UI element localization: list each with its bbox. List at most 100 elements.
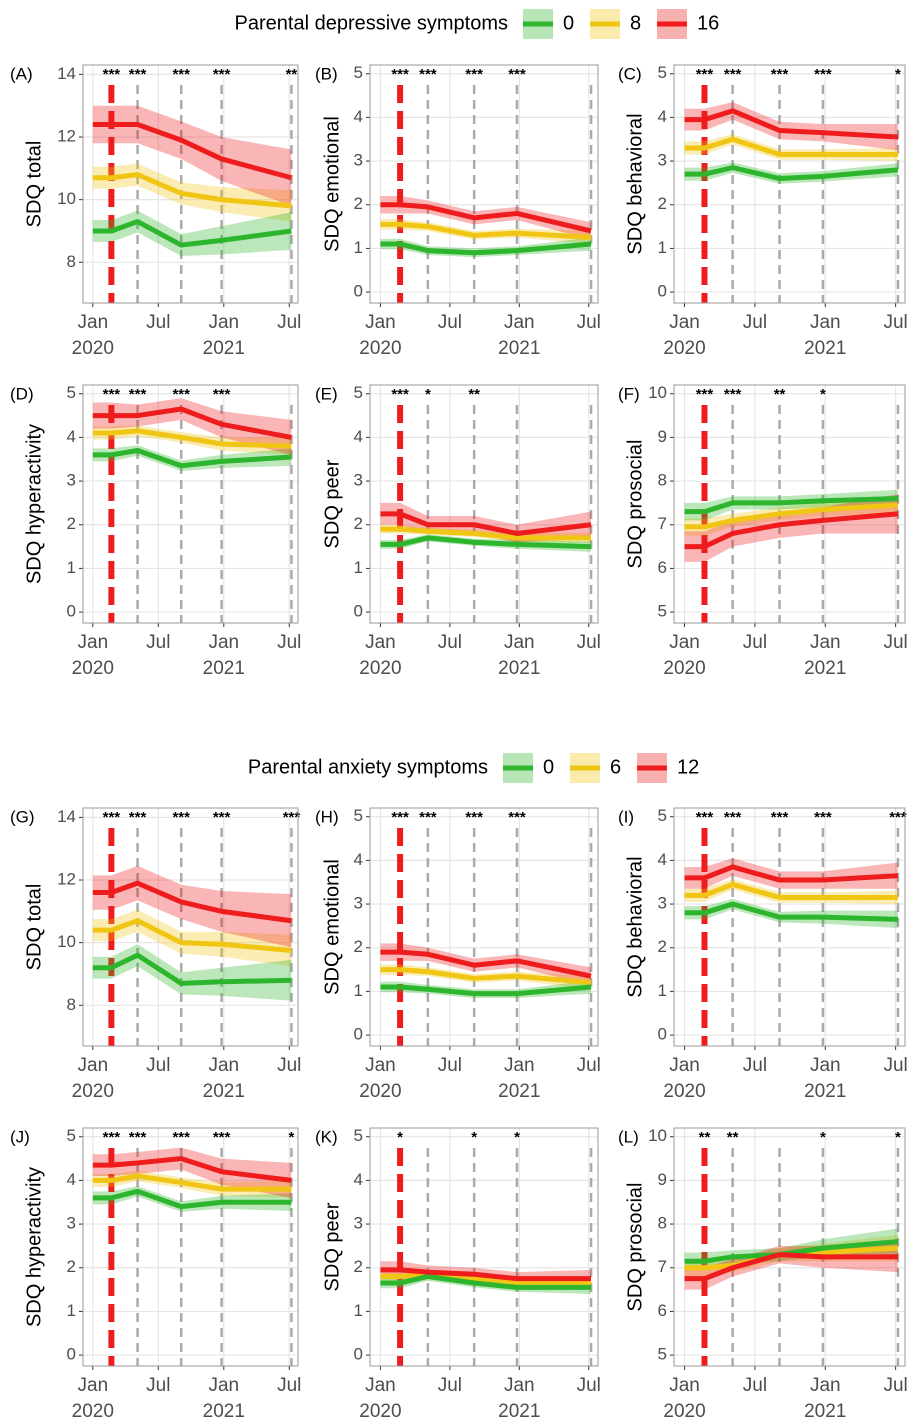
y-tick-label: 10 xyxy=(57,189,76,208)
series-line xyxy=(380,1267,592,1282)
x-tick-label: Jul xyxy=(438,632,462,653)
series-line xyxy=(684,502,899,530)
y-tick-label: 5 xyxy=(67,1126,76,1145)
significance: *** xyxy=(696,66,714,83)
x-tick-label: Jul xyxy=(743,312,767,333)
significance: *** xyxy=(724,66,742,83)
significance: *** xyxy=(172,1129,190,1146)
y-tick-label: 6 xyxy=(658,1301,667,1320)
y-axis-label: SDQ hyperactivity xyxy=(23,1167,45,1327)
y-tick-label: 4 xyxy=(354,107,363,126)
series-line xyxy=(380,984,592,997)
significance: ** xyxy=(774,386,786,403)
x-tick-label: Jul xyxy=(743,1055,767,1076)
series-line xyxy=(92,122,293,181)
year-label: 2020 xyxy=(359,658,401,679)
series-line xyxy=(380,1271,592,1286)
plot-area xyxy=(370,65,598,303)
x-tick-label: Jan xyxy=(810,632,841,653)
y-tick-label: 1 xyxy=(67,558,76,577)
y-tick-label: 5 xyxy=(658,1345,667,1364)
series-line xyxy=(380,949,592,979)
y-tick-label: 2 xyxy=(67,514,76,533)
significance: *** xyxy=(391,386,409,403)
x-tick-label: Jan xyxy=(810,1375,841,1396)
y-tick-label: 8 xyxy=(67,995,76,1014)
significance: ** xyxy=(468,386,480,403)
y-tick-label: 8 xyxy=(658,471,667,490)
year-label: 2020 xyxy=(359,1081,401,1102)
x-tick-label: Jan xyxy=(208,632,239,653)
x-tick-label: Jul xyxy=(438,1055,462,1076)
series-line xyxy=(380,535,592,550)
series-line xyxy=(92,172,292,209)
plot-border xyxy=(82,384,299,624)
series-line xyxy=(92,918,292,953)
significance: *** xyxy=(213,66,231,83)
y-axis-label: SDQ prosocial xyxy=(624,1183,646,1312)
significance: *** xyxy=(172,386,190,403)
significance: *** xyxy=(283,809,301,826)
y-tick-label: 0 xyxy=(67,602,76,621)
y-tick-label: 2 xyxy=(354,1257,363,1276)
significance: *** xyxy=(129,66,147,83)
series-line xyxy=(92,406,292,440)
y-tick-label: 4 xyxy=(354,427,363,446)
significance: *** xyxy=(213,809,231,826)
y-tick-label: 3 xyxy=(354,1214,363,1233)
panel-label: (B) xyxy=(315,64,338,83)
plot-border xyxy=(369,64,599,304)
significance: *** xyxy=(213,1129,231,1146)
y-tick-label: 0 xyxy=(658,282,667,301)
y-tick-label: 1 xyxy=(354,981,363,1000)
x-tick-label: Jan xyxy=(78,312,109,333)
plot-border xyxy=(673,64,906,304)
y-tick-label: 5 xyxy=(658,63,667,82)
x-tick-label: Jan xyxy=(504,1055,535,1076)
y-tick-label: 0 xyxy=(354,282,363,301)
x-tick-label: Jan xyxy=(504,312,535,333)
series-line xyxy=(380,526,592,541)
panel: 8 10 12 14 Jan Jul Jan Jul 2020 2021 (A) SDQ total *… xyxy=(10,64,301,359)
y-tick-label: 12 xyxy=(57,870,76,889)
y-tick-label: 14 xyxy=(57,807,76,826)
panel: 0 1 2 3 4 5 Jan Jul Jan Jul 2020 2021 (I) SDQ behavio… xyxy=(618,806,908,1102)
y-tick-label: 3 xyxy=(354,151,363,170)
legend-label: 0 xyxy=(543,756,554,778)
significance: *** xyxy=(103,386,121,403)
year-label: 2021 xyxy=(498,1081,540,1102)
legend-label: 0 xyxy=(563,12,574,34)
y-tick-label: 3 xyxy=(354,471,363,490)
plot-border xyxy=(673,1127,906,1367)
plot-border xyxy=(369,1127,599,1367)
significance: *** xyxy=(172,66,190,83)
year-label: 2020 xyxy=(663,658,705,679)
significance: *** xyxy=(508,809,526,826)
series-line xyxy=(684,1239,899,1264)
y-tick-label: 1 xyxy=(658,981,667,1000)
y-tick-label: 0 xyxy=(658,1025,667,1044)
plot-area xyxy=(370,808,598,1046)
y-tick-label: 0 xyxy=(67,1345,76,1364)
ci-band xyxy=(684,489,898,521)
significance: *** xyxy=(724,809,742,826)
legend-title: Parental anxiety symptoms xyxy=(248,756,488,778)
x-tick-label: Jan xyxy=(504,632,535,653)
x-tick-label: Jan xyxy=(208,312,239,333)
series-line xyxy=(92,1188,292,1210)
x-tick-label: Jul xyxy=(883,1055,907,1076)
panel-label: (J) xyxy=(10,1127,30,1146)
y-tick-label: 1 xyxy=(354,558,363,577)
y-axis-label: SDQ peer xyxy=(321,1202,343,1291)
year-label: 2021 xyxy=(203,1401,245,1422)
series-line xyxy=(92,428,292,449)
plot-area xyxy=(674,65,905,303)
y-tick-label: 4 xyxy=(354,850,363,869)
y-tick-label: 9 xyxy=(658,427,667,446)
y-tick-label: 5 xyxy=(354,383,363,402)
series-line xyxy=(92,219,292,248)
y-tick-label: 12 xyxy=(57,127,76,146)
significance: *** xyxy=(419,66,437,83)
